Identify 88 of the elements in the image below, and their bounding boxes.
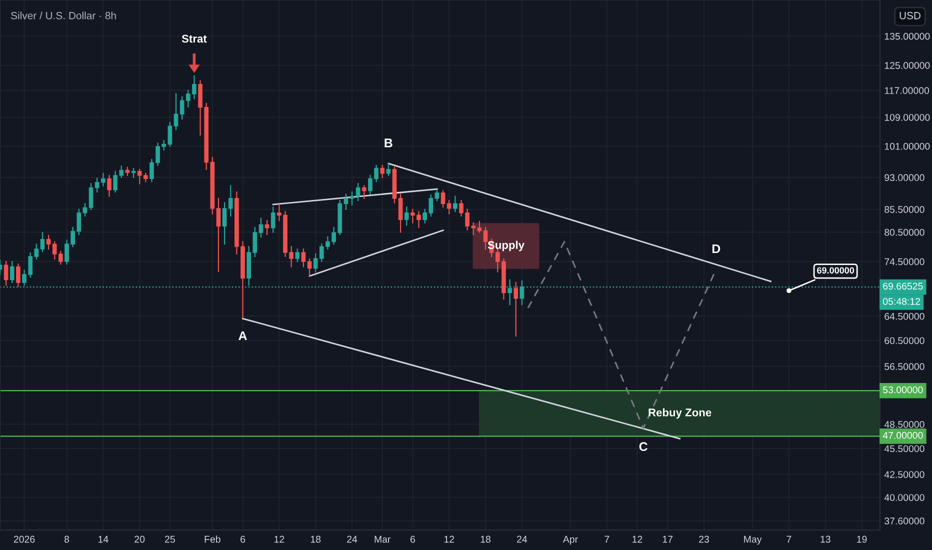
candlestick [301,248,306,268]
candlestick [258,218,264,238]
candlestick [4,260,8,286]
candlestick [46,234,51,250]
candlestick [404,206,409,226]
band-label: Rebuy Zone [648,408,712,419]
x-tick-label: 24 [517,536,528,543]
y-tick-label: 117.00000 [884,87,930,94]
x-tick-label: 12 [274,536,284,543]
y-tick-label: 101.00000 [884,142,930,150]
x-tick-label: 12 [632,536,642,543]
x-tick-label: 8 [64,536,70,543]
y-axis-title: USD [900,12,920,20]
x-tick-label: Apr [562,536,578,545]
y-tick-label: 56.50000 [884,363,924,370]
y-tick-label: 37.60000 [884,518,924,524]
candlestick [88,183,94,210]
ref-line-label: 47.00000 [882,432,923,439]
x-tick-label: 6 [410,536,415,543]
x-tick-label: 20 [134,536,145,543]
y-tick-label: 42.50000 [884,471,924,478]
x-tick-label: 12 [444,536,454,543]
candlestick [362,185,366,199]
ref-line-label: 69.66525 [883,282,923,290]
candlestick [228,185,233,217]
annotation: A [238,331,247,340]
candlestick [295,248,300,262]
x-tick-label: 24 [347,536,358,543]
annotation: C [639,442,648,452]
annotation: D [712,244,720,254]
x-tick-label: Feb [204,536,220,543]
candlestick [477,220,482,233]
candlestick [168,122,172,147]
candlestick [216,198,221,272]
candlestick [446,200,452,214]
candlestick [386,162,391,176]
candlestick [270,206,276,233]
candlestick [222,202,227,245]
candlestick [174,93,178,130]
candlestick [180,96,184,120]
y-tick-label: 135.00000 [884,32,930,40]
x-tick-label: 7 [604,536,610,543]
candlestick [40,232,45,252]
x-tick-label: 19 [857,536,867,543]
candlestick [16,264,20,287]
x-tick-label: 17 [662,536,673,543]
annotation: 69.00000 [817,267,854,274]
y-tick-label: 48.50000 [884,421,924,428]
x-tick-label: May [744,536,762,545]
annotation: B [384,138,392,148]
y-tick-label: 109.00000 [884,114,930,121]
x-tick-label: 18 [310,536,321,543]
text: Silver / U.S. Dollar · 8h [11,12,116,20]
x-tick-label: 6 [240,536,246,543]
x-tick-label: Mar [374,536,391,543]
x-tick-label: 14 [98,536,108,543]
y-tick-label: 125.00000 [884,62,930,69]
candlestick [82,203,88,217]
candlestick [514,282,518,337]
x-tick-label: 23 [699,536,709,543]
candlestick [307,258,312,277]
y-tick-label: 74.50000 [884,258,924,266]
ref-line-label: 53.00000 [883,386,923,394]
candlestick [380,164,385,178]
y-tick-label: 45.50000 [884,445,924,452]
candlestick [10,260,14,284]
text: 05:48:12 [883,298,920,305]
x-tick-label: 13 [820,536,830,543]
y-tick-label: 93.00000 [884,174,924,182]
y-tick-label: 85.50000 [884,206,924,213]
y-tick-label: 60.50000 [884,337,924,344]
x-tick-label: 25 [165,536,175,543]
candlestick [434,189,440,202]
x-tick-label: 7 [786,536,792,543]
annotation: Strat [182,34,207,43]
candlestick [344,194,348,210]
y-tick-label: 40.00000 [884,494,924,501]
y-tick-label: 80.50000 [884,228,924,236]
candlestick [264,220,270,236]
candlestick [453,196,458,212]
candlestick [398,194,403,233]
y-tick-label: 64.50000 [884,312,924,320]
x-tick-label: 18 [480,536,490,543]
candlestick [483,226,488,250]
candlestick [440,190,446,208]
x-tick-label: 2026 [14,536,35,543]
candlestick [356,183,360,202]
candlestick [107,174,112,197]
